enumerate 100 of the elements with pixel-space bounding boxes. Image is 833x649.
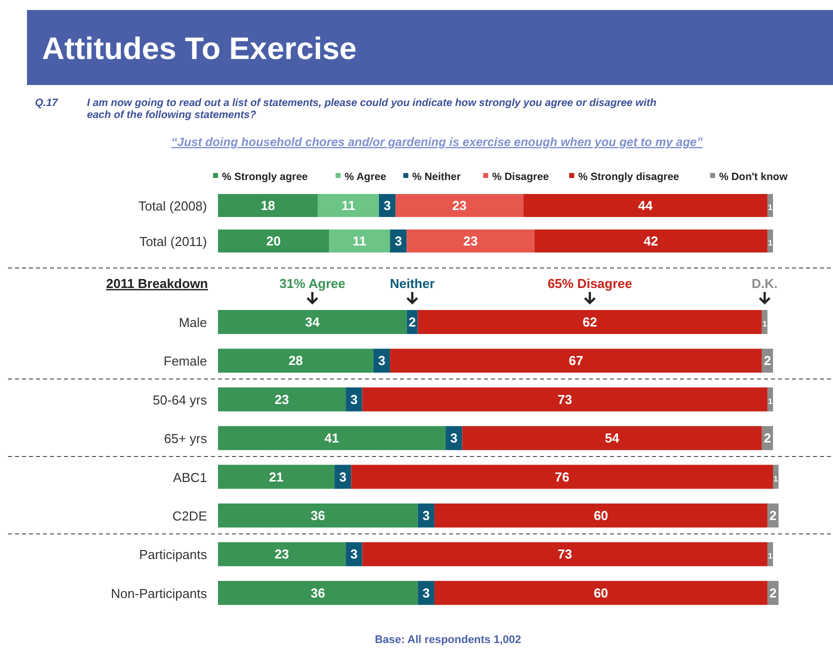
- data-label: 23: [274, 392, 290, 407]
- y-tick-label: ABC1: [173, 470, 207, 485]
- chart-title: Attitudes To Exercise: [42, 31, 357, 66]
- legend-label: % Neither: [412, 171, 461, 183]
- data-label: 73: [558, 392, 572, 407]
- data-label: 18: [260, 198, 276, 213]
- data-label: 1: [768, 396, 773, 406]
- data-label: 1: [774, 474, 779, 484]
- bar: [346, 542, 362, 566]
- y-tick-label: 65+ yrs: [164, 431, 208, 446]
- bar: [773, 464, 779, 489]
- bar: [218, 230, 329, 252]
- data-label: 3: [339, 469, 346, 484]
- data-label: 2: [764, 353, 772, 368]
- bar: [218, 426, 446, 450]
- legend-label: % Agree: [344, 171, 386, 183]
- bar: [418, 310, 762, 334]
- y-axis-title: 2011 Breakdown: [106, 276, 208, 291]
- data-label: 23: [274, 546, 290, 562]
- data-label: 11: [352, 234, 366, 248]
- series-label: 65% Disagree: [548, 276, 632, 291]
- y-tick-label: Participants: [139, 547, 208, 562]
- data-label: 41: [324, 430, 340, 446]
- bar: [218, 580, 418, 605]
- data-label: 28: [288, 353, 303, 368]
- series-label: D.K.: [752, 276, 778, 291]
- data-label: 1: [768, 552, 773, 561]
- data-label: 67: [568, 353, 584, 368]
- bar: [434, 580, 768, 605]
- bar: [523, 194, 768, 217]
- legend-label: % Strongly disagree: [578, 171, 680, 183]
- data-label: 21: [269, 469, 284, 484]
- data-label: 76: [554, 469, 570, 484]
- bar: [351, 464, 773, 489]
- text: Base: All respondents 1,002: [374, 634, 522, 646]
- bar: [218, 504, 418, 528]
- bar: [434, 504, 768, 528]
- data-label: 3: [350, 392, 358, 407]
- bar: [390, 348, 762, 373]
- bar: [218, 387, 346, 412]
- data-label: 3: [450, 430, 458, 446]
- data-label: 44: [638, 198, 654, 213]
- y-tick-label: Female: [164, 354, 207, 369]
- data-label: 2: [769, 585, 777, 600]
- bar: [362, 542, 768, 566]
- data-label: 73: [558, 546, 572, 562]
- bar: [218, 310, 407, 334]
- bar: [462, 426, 762, 450]
- bar: [218, 542, 346, 566]
- data-label: 3: [422, 508, 430, 523]
- data-label: 36: [310, 585, 326, 600]
- y-tick-label: Non-Participants: [110, 586, 208, 601]
- bar: [396, 194, 524, 217]
- bar: [534, 230, 768, 252]
- data-label: 3: [384, 198, 391, 213]
- legend-label: % Don't know: [719, 171, 788, 183]
- series-label: 31% Agree: [279, 276, 346, 291]
- bar: [406, 230, 534, 252]
- bar: [762, 310, 768, 334]
- data-label: 1: [768, 203, 773, 212]
- bar: [767, 542, 773, 566]
- text: “Just doing household chores and/or gardening is exercise enough when you get to my age”: [171, 135, 703, 149]
- bar: [218, 348, 374, 373]
- y-tick-label: Total (2011): [139, 234, 207, 249]
- y-tick-label: Male: [178, 315, 207, 330]
- series-label: Neither: [390, 276, 435, 291]
- legend-label: % Disagree: [492, 171, 549, 183]
- data-label: 3: [394, 234, 402, 248]
- text: Q.17: [35, 97, 59, 109]
- data-label: 23: [452, 198, 467, 213]
- data-label: 23: [463, 234, 478, 248]
- data-label: 36: [310, 508, 326, 523]
- bar: [362, 387, 768, 412]
- chart-subtitle: I am now going to read out a list of statements, please could you indicate how strongly you agree or disagree with each of the following statements?: [87, 97, 656, 121]
- bar: [767, 387, 773, 412]
- data-label: 3: [422, 585, 430, 600]
- data-label: 11: [342, 198, 356, 213]
- data-label: 2: [769, 508, 777, 523]
- data-label: 60: [594, 585, 608, 600]
- data-label: 3: [350, 546, 358, 562]
- y-tick-label: Total (2008): [138, 198, 207, 214]
- bar: [218, 464, 335, 489]
- bar: [318, 194, 379, 217]
- bar: [218, 194, 318, 217]
- data-label: 34: [305, 314, 320, 330]
- data-label: 1: [762, 320, 768, 328]
- data-label: 54: [604, 430, 620, 446]
- data-label: 60: [594, 508, 608, 523]
- y-tick-label: C2DE: [172, 508, 208, 524]
- bar: [346, 387, 362, 412]
- data-label: 2: [764, 430, 772, 446]
- data-label: 3: [378, 353, 386, 368]
- y-tick-label: 50-64 yrs: [152, 392, 208, 408]
- data-label: 1: [768, 238, 773, 248]
- data-label: 2: [408, 314, 416, 330]
- data-label: 42: [644, 234, 658, 248]
- bar: [329, 230, 390, 252]
- legend-label: % Strongly agree: [222, 171, 308, 183]
- data-label: 62: [582, 314, 598, 330]
- data-label: 20: [266, 234, 281, 248]
